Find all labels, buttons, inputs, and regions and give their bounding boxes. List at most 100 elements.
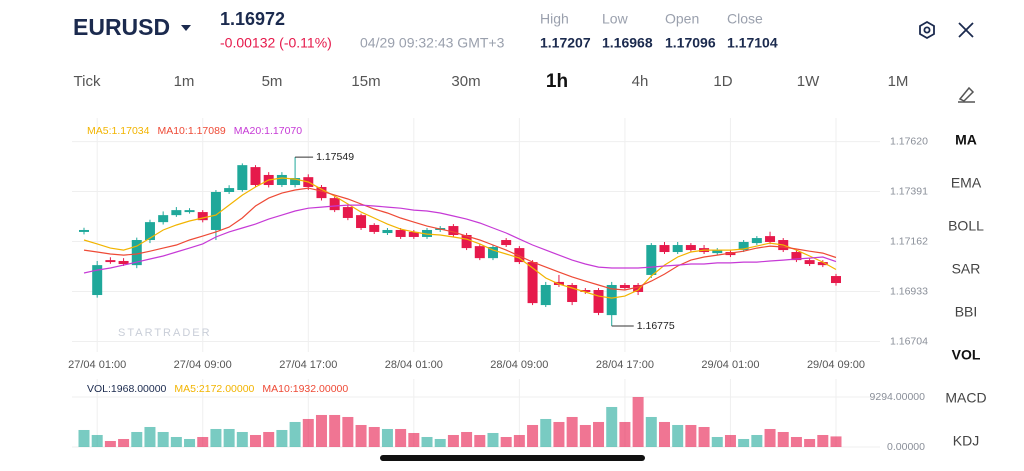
candle-body xyxy=(474,246,485,259)
volume-bar xyxy=(606,406,618,447)
timeframe-tab[interactable]: 5m xyxy=(262,73,283,90)
volume-bar xyxy=(658,421,670,447)
timeframe-tab[interactable]: 1h xyxy=(546,71,568,92)
candle-body xyxy=(92,265,103,296)
candle-body xyxy=(356,215,367,229)
volume-bar xyxy=(632,397,644,447)
indicator-tab[interactable]: SAR xyxy=(952,261,981,277)
timeframe-tab[interactable]: 30m xyxy=(451,73,480,90)
candle-body xyxy=(619,284,630,289)
candle-body xyxy=(171,210,182,216)
volume-bar xyxy=(593,421,605,447)
candle-body xyxy=(224,188,235,192)
legend-entry: MA5:1.17034 xyxy=(87,125,150,137)
volume-bar xyxy=(724,434,736,447)
timestamp: 04/29 09:32:43 GMT+3 xyxy=(360,35,505,51)
timeframe-tab[interactable]: 1m xyxy=(174,73,195,90)
x-tick-label: 28/04 09:00 xyxy=(490,359,548,371)
indicator-tab[interactable]: MACD xyxy=(945,390,986,406)
home-indicator xyxy=(380,455,645,461)
y-tick-label: 1.16704 xyxy=(890,335,928,347)
volume-bar xyxy=(619,421,631,447)
candle-body xyxy=(290,178,301,186)
candle-body xyxy=(197,212,208,221)
candle-body xyxy=(567,284,578,303)
candle-body xyxy=(791,252,802,261)
stat-label: Open xyxy=(665,11,699,27)
candle-body xyxy=(369,224,380,232)
volume-bar xyxy=(197,436,209,447)
timeframe-tab[interactable]: 1D xyxy=(713,73,732,90)
volume-bar xyxy=(421,436,433,447)
volume-bar xyxy=(434,438,446,447)
volume-bar xyxy=(289,421,301,447)
indicator-tab[interactable]: VOL xyxy=(952,347,981,363)
settings-icon[interactable] xyxy=(919,20,935,40)
candle-body xyxy=(118,260,129,265)
y-tick-label: 1.17391 xyxy=(890,185,928,197)
timeframe-tab[interactable]: 1W xyxy=(797,73,820,90)
volume-bar xyxy=(395,428,407,447)
candle-body xyxy=(316,186,327,199)
stat-label: Close xyxy=(727,11,763,27)
ma-line xyxy=(83,187,837,291)
volume-bar xyxy=(104,440,116,447)
candle-body xyxy=(105,260,116,263)
candle-body xyxy=(712,250,723,254)
candle-body xyxy=(804,260,815,265)
low-label: 1.16775 xyxy=(637,320,675,332)
volume-bar xyxy=(223,428,235,447)
volume-bar xyxy=(685,424,697,447)
y-tick-label: 1.16933 xyxy=(890,285,928,297)
candle-body xyxy=(751,238,762,244)
candle-body xyxy=(514,248,525,263)
volume-bar xyxy=(184,438,196,447)
candle-body xyxy=(646,245,657,275)
indicator-tab[interactable]: BOLL xyxy=(948,218,984,234)
indicator-tab[interactable]: EMA xyxy=(951,175,982,191)
volume-bar xyxy=(461,431,473,447)
volume-bar xyxy=(144,426,156,447)
volume-bar xyxy=(830,436,842,447)
timeframe-tab[interactable]: 1M xyxy=(888,73,909,90)
symbol-caret[interactable] xyxy=(181,25,191,31)
x-tick-label: 27/04 09:00 xyxy=(174,359,232,371)
volume-bar xyxy=(777,431,789,447)
volume-bar xyxy=(302,418,314,447)
candle-body xyxy=(527,262,538,304)
indicator-tab[interactable]: MA xyxy=(955,132,977,148)
candle-body xyxy=(448,226,459,235)
symbol[interactable]: EURUSD xyxy=(73,14,170,40)
volume-bar xyxy=(764,428,776,447)
volume-bar xyxy=(500,436,512,447)
stat-label: High xyxy=(540,11,569,27)
indicator-tab[interactable]: KDJ xyxy=(953,433,979,449)
volume-bar xyxy=(263,431,275,447)
indicator-tab[interactable]: BBI xyxy=(955,304,978,320)
timeframe-tab[interactable]: 15m xyxy=(351,73,380,90)
candle-body xyxy=(158,215,169,223)
draw-tool-icon[interactable] xyxy=(958,86,975,103)
volume-bar xyxy=(790,436,802,447)
volume-bar xyxy=(553,421,565,447)
volume-bar xyxy=(118,438,130,447)
x-tick-label: 29/04 01:00 xyxy=(701,359,759,371)
ma-line xyxy=(83,177,837,299)
volume-bar xyxy=(91,434,103,447)
candle-body xyxy=(408,231,419,237)
volume-bar xyxy=(131,431,143,447)
timeframe-tab[interactable]: 4h xyxy=(632,73,649,90)
volume-bar xyxy=(487,432,499,447)
candle-body xyxy=(593,290,604,313)
legend-entry: MA5:2172.00000 xyxy=(174,383,254,395)
volume-bar xyxy=(170,436,182,447)
close-icon[interactable] xyxy=(958,22,974,38)
volume-bar xyxy=(527,424,539,447)
volume-bar xyxy=(751,434,763,447)
candle-body xyxy=(553,281,564,285)
volume-bar xyxy=(157,431,169,447)
volume-bar xyxy=(381,428,393,447)
volume-bar xyxy=(540,418,552,447)
stat-value: 1.16968 xyxy=(602,35,653,51)
timeframe-tab[interactable]: Tick xyxy=(74,73,101,90)
